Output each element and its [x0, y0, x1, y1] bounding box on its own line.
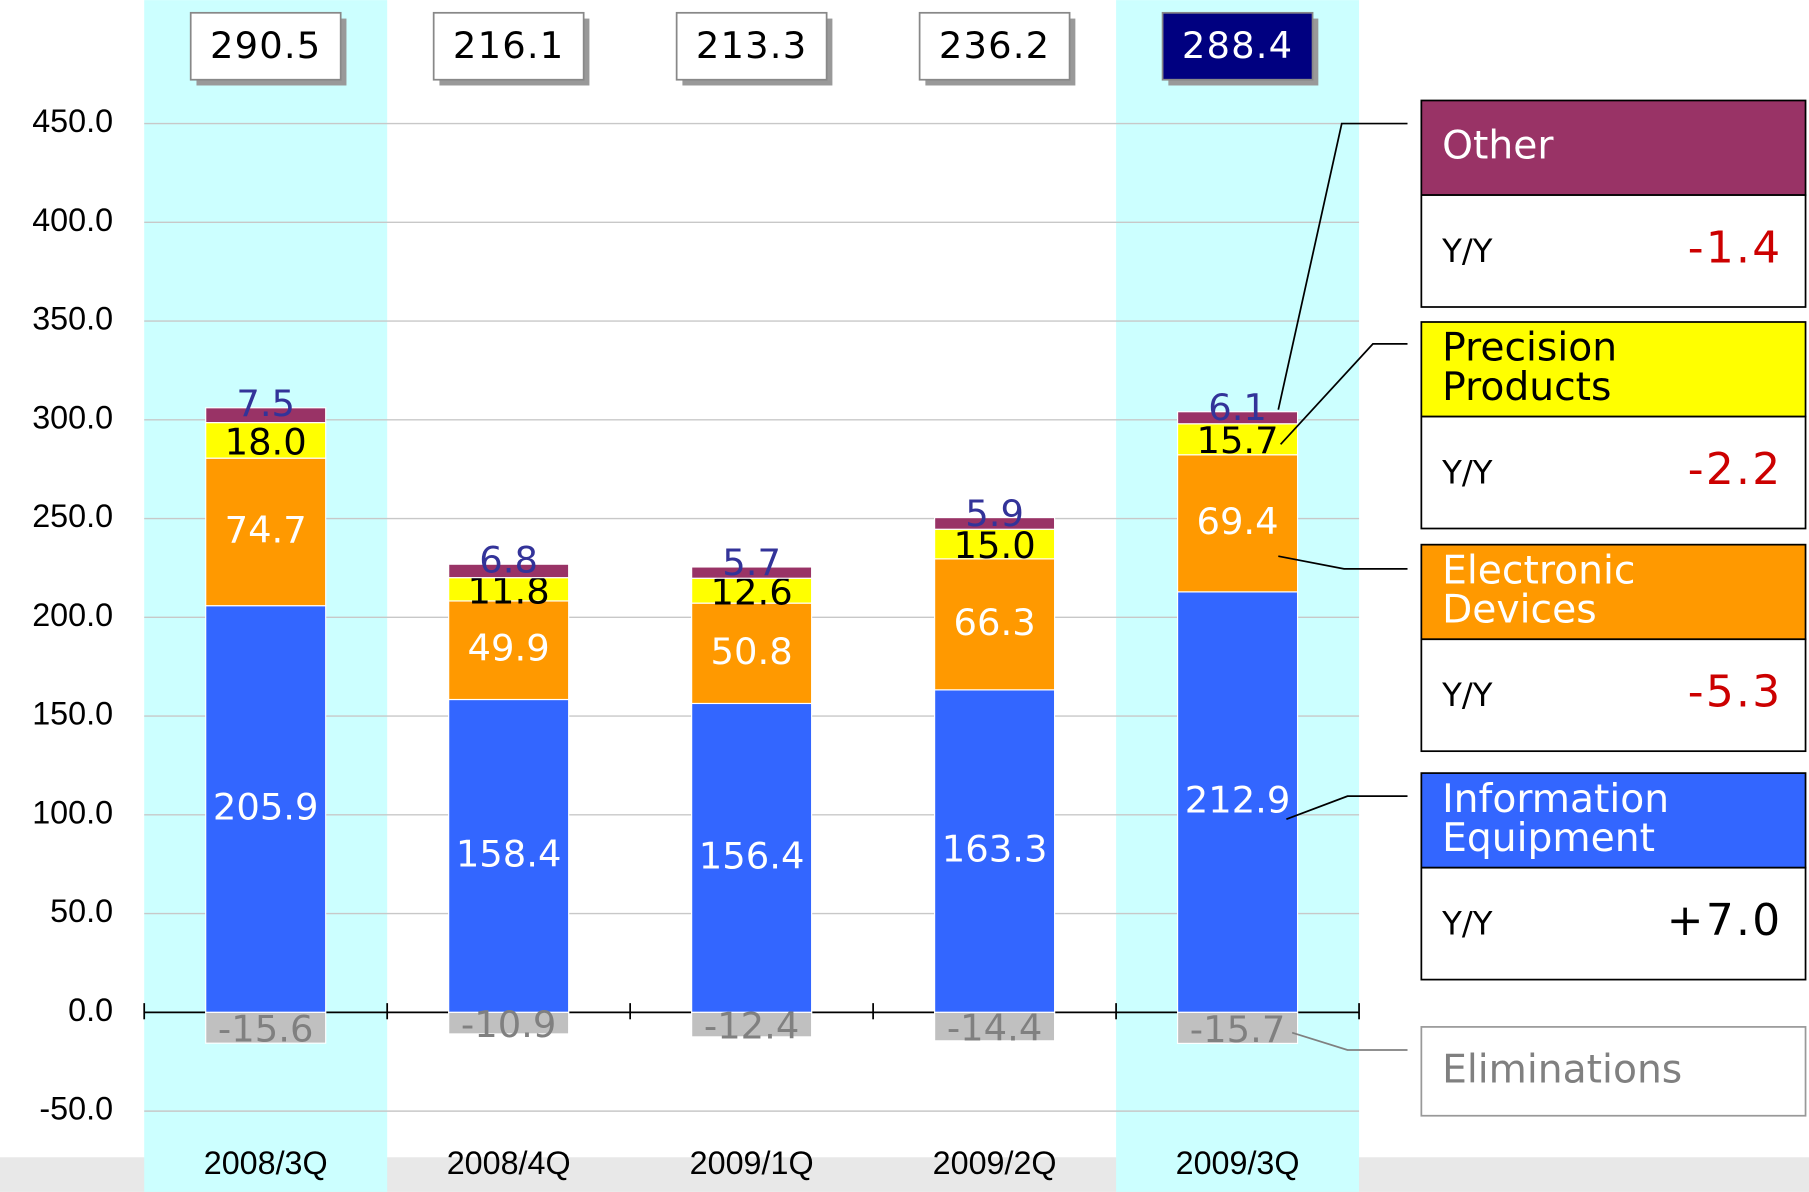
bar-segment: [934, 689, 1056, 1013]
bar-segment: [691, 602, 813, 705]
legend-box: [1420, 1026, 1807, 1117]
bar-segment: [205, 605, 327, 1013]
yoy-title: Y/Y: [1441, 676, 1493, 714]
legend-header: [1420, 99, 1807, 196]
bar-segment: [448, 698, 570, 1013]
value-label: -15.6: [218, 1008, 314, 1051]
bar-segment: [691, 702, 813, 1013]
value-label: 6.1: [1208, 386, 1267, 429]
yoy-title: Y/Y: [1441, 453, 1493, 491]
total-box: [918, 11, 1071, 81]
yoy-title: Y/Y: [1441, 904, 1493, 942]
legend-name: Other: [1442, 123, 1554, 168]
x-tick-label: 2009/3Q: [1176, 1145, 1300, 1181]
yoy-value: -2.2: [1688, 444, 1783, 495]
x-tick-label: 2008/3Q: [204, 1145, 328, 1181]
value-label: 66.3: [954, 601, 1036, 644]
y-tick-label: -50.0: [39, 1091, 113, 1127]
y-tick-label: 250.0: [32, 498, 113, 534]
bar-segment: [1177, 1011, 1299, 1044]
value-label: 50.8: [711, 630, 793, 673]
yoy-title: Y/Y: [1441, 232, 1493, 270]
total-label: 236.2: [939, 24, 1050, 67]
legend-name: Eliminations: [1442, 1047, 1682, 1092]
y-tick-label: 100.0: [32, 794, 113, 830]
value-label: 15.0: [954, 524, 1036, 567]
total-box: [1161, 11, 1314, 81]
y-tick-label: 50.0: [50, 893, 113, 929]
yoy-value: -1.4: [1688, 222, 1783, 273]
bar-segment: [205, 457, 327, 607]
bar-segment: [205, 422, 327, 459]
legend-body: [1420, 194, 1807, 308]
total-box: [432, 11, 585, 81]
bar-segment: [1177, 591, 1299, 1013]
value-label: -14.4: [947, 1007, 1042, 1050]
y-tick-label: 150.0: [32, 696, 113, 732]
bar-segment: [205, 407, 327, 424]
bar-segment: [691, 1011, 813, 1038]
value-label: 7.5: [236, 382, 295, 425]
value-label: 212.9: [1185, 779, 1291, 822]
y-tick-label: 300.0: [32, 399, 113, 435]
legend-header: [1420, 321, 1807, 418]
bar-segment: [448, 563, 570, 579]
value-label: -15.7: [1190, 1008, 1286, 1051]
bar-segment: [691, 577, 813, 604]
total-box: [189, 11, 342, 81]
total-box: [675, 11, 828, 81]
leader-line: [1286, 795, 1408, 821]
value-label: 5.9: [965, 492, 1024, 535]
value-label: 156.4: [699, 834, 805, 877]
total-label: 290.5: [210, 24, 321, 67]
y-tick-label: 450.0: [32, 103, 113, 139]
value-label: 6.8: [479, 538, 538, 581]
bar-segment: [1177, 411, 1299, 425]
bar-segment: [1177, 423, 1299, 456]
x-tick-label: 2009/2Q: [933, 1145, 1057, 1181]
legend-body: [1420, 638, 1807, 753]
yoy-value: +7.0: [1667, 895, 1783, 946]
total-label: 213.3: [696, 24, 807, 67]
y-tick-label: 0.0: [68, 992, 113, 1028]
value-label: 5.7: [722, 541, 781, 584]
bar-segment: [448, 600, 570, 701]
bar-segment: [934, 517, 1056, 530]
bar-segment: [448, 1011, 570, 1035]
bar-segment: [691, 566, 813, 579]
leader-line: [1279, 343, 1408, 445]
value-label: 18.0: [225, 420, 307, 463]
legend-name: Information Equipment: [1442, 776, 1669, 860]
value-label: 49.9: [468, 627, 550, 670]
y-tick-label: 200.0: [32, 597, 113, 633]
legend-body: [1420, 415, 1807, 530]
leader-line: [1291, 1031, 1408, 1051]
value-label: 15.7: [1196, 419, 1278, 462]
y-tick-label: 400.0: [32, 202, 113, 238]
leader-line: [1278, 555, 1408, 570]
value-label: -10.9: [461, 1003, 557, 1046]
value-label: 205.9: [213, 786, 319, 829]
legend-name: Electronic Devices: [1442, 548, 1635, 632]
bar-segment: [934, 1011, 1056, 1042]
leader-line: [1277, 122, 1408, 410]
legend-body: [1420, 866, 1807, 981]
bar-segment: [205, 1011, 327, 1044]
value-label: -12.4: [704, 1005, 800, 1048]
y-tick-label: 350.0: [32, 301, 113, 337]
total-label: 216.1: [453, 24, 564, 67]
x-tick-label: 2008/4Q: [447, 1145, 571, 1181]
value-label: 158.4: [456, 832, 562, 875]
value-label: 69.4: [1196, 500, 1278, 543]
value-label: 163.3: [942, 828, 1048, 871]
legend-name: Precision Products: [1442, 325, 1617, 409]
value-label: 74.7: [225, 508, 307, 551]
total-label: 288.4: [1182, 24, 1293, 67]
x-tick-label: 2009/1Q: [690, 1145, 814, 1181]
legend-header: [1420, 772, 1807, 869]
yoy-value: -5.3: [1688, 667, 1783, 718]
